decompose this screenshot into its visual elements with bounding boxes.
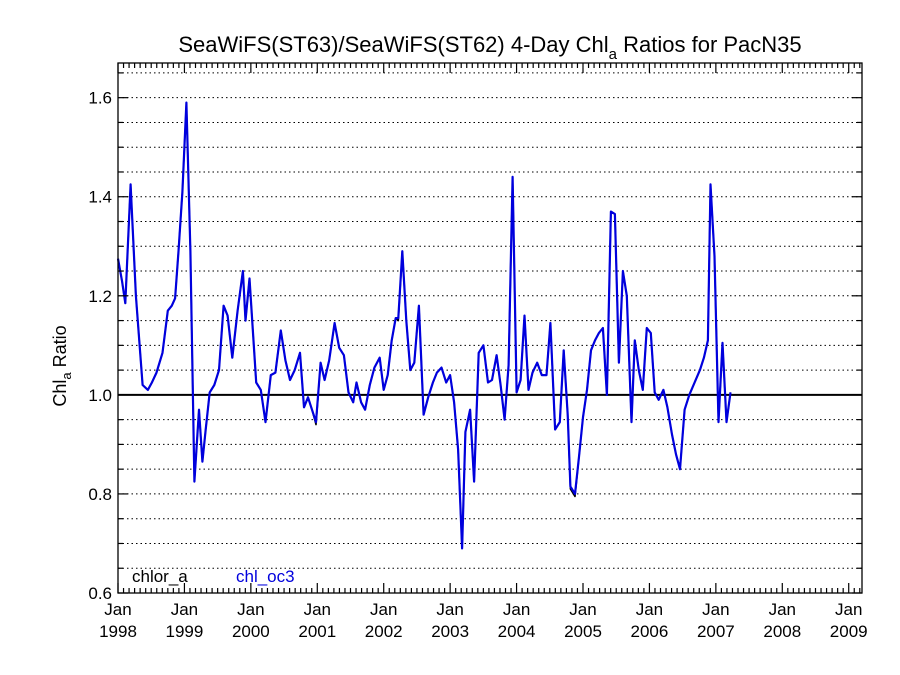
- x-tick-label-year: 2004: [498, 622, 536, 641]
- x-tick-label-month: Jan: [436, 600, 463, 619]
- y-axis: 0.6 0.8 1.0 1.2 1.4 1.6: [88, 72, 862, 603]
- chart-title-subscript: a: [609, 46, 618, 63]
- chart-title: SeaWiFS(ST63)/SeaWiFS(ST62) 4-Day Chla R…: [178, 32, 801, 63]
- x-tick-label-year: 2003: [431, 622, 469, 641]
- series-line-chlor-a: [117, 101, 732, 550]
- x-tick-label-year: 2007: [697, 622, 735, 641]
- x-tick-label-year: 2006: [631, 622, 669, 641]
- x-tick-label-year: 2005: [564, 622, 602, 641]
- x-tick-label-month: Jan: [769, 600, 796, 619]
- chart-title-prefix: SeaWiFS(ST63)/SeaWiFS(ST62) 4-Day Chl: [178, 32, 608, 57]
- y-tick-label: 1.4: [88, 188, 112, 207]
- x-tick-label-month: Jan: [104, 600, 131, 619]
- series-group: [116, 101, 732, 550]
- x-tick-label-month: Jan: [569, 600, 596, 619]
- y-axis-label: Chla Ratio: [50, 325, 74, 406]
- x-tick-label-year: 2002: [365, 622, 403, 641]
- x-tick-label-year: 2008: [763, 622, 801, 641]
- x-axis: Jan 1998 Jan 1999 Jan 2000 Jan 2001 Jan 2002 Jan 20…: [99, 63, 868, 641]
- x-tick-label-month: Jan: [702, 600, 729, 619]
- y-tick-label: 0.8: [88, 485, 112, 504]
- x-tick-label-month: Jan: [304, 600, 331, 619]
- x-tick-label-month: Jan: [171, 600, 198, 619]
- y-tick-label: 0.6: [88, 584, 112, 603]
- x-tick-label-year: 2009: [830, 622, 868, 641]
- series-line-chl-oc3: [116, 101, 732, 550]
- x-tick-label-year: 2001: [298, 622, 336, 641]
- x-tick-label-month: Jan: [636, 600, 663, 619]
- x-tick-label-month: Jan: [835, 600, 862, 619]
- x-tick-label-month: Jan: [503, 600, 530, 619]
- x-tick-label-month: Jan: [370, 600, 397, 619]
- y-tick-label: 1.0: [88, 386, 112, 405]
- x-tick-label-year: 1999: [166, 622, 204, 641]
- y-tick-label: 1.2: [88, 287, 112, 306]
- x-tick-label-month: Jan: [237, 600, 264, 619]
- x-tick-label-year: 2000: [232, 622, 270, 641]
- chart-title-suffix: Ratios for PacN35: [617, 32, 802, 57]
- y-axis-label-prefix: Chl: [50, 380, 70, 407]
- y-axis-label-subscript: a: [59, 372, 74, 380]
- x-tick-label-year: 1998: [99, 622, 137, 641]
- plot-frame: [117, 62, 863, 594]
- y-tick-label: 1.6: [88, 89, 112, 108]
- y-axis-label-suffix: Ratio: [50, 325, 70, 372]
- legend-chlor-a: chlor_a: [132, 567, 188, 586]
- legend-chl-oc3: chl_oc3: [236, 567, 295, 586]
